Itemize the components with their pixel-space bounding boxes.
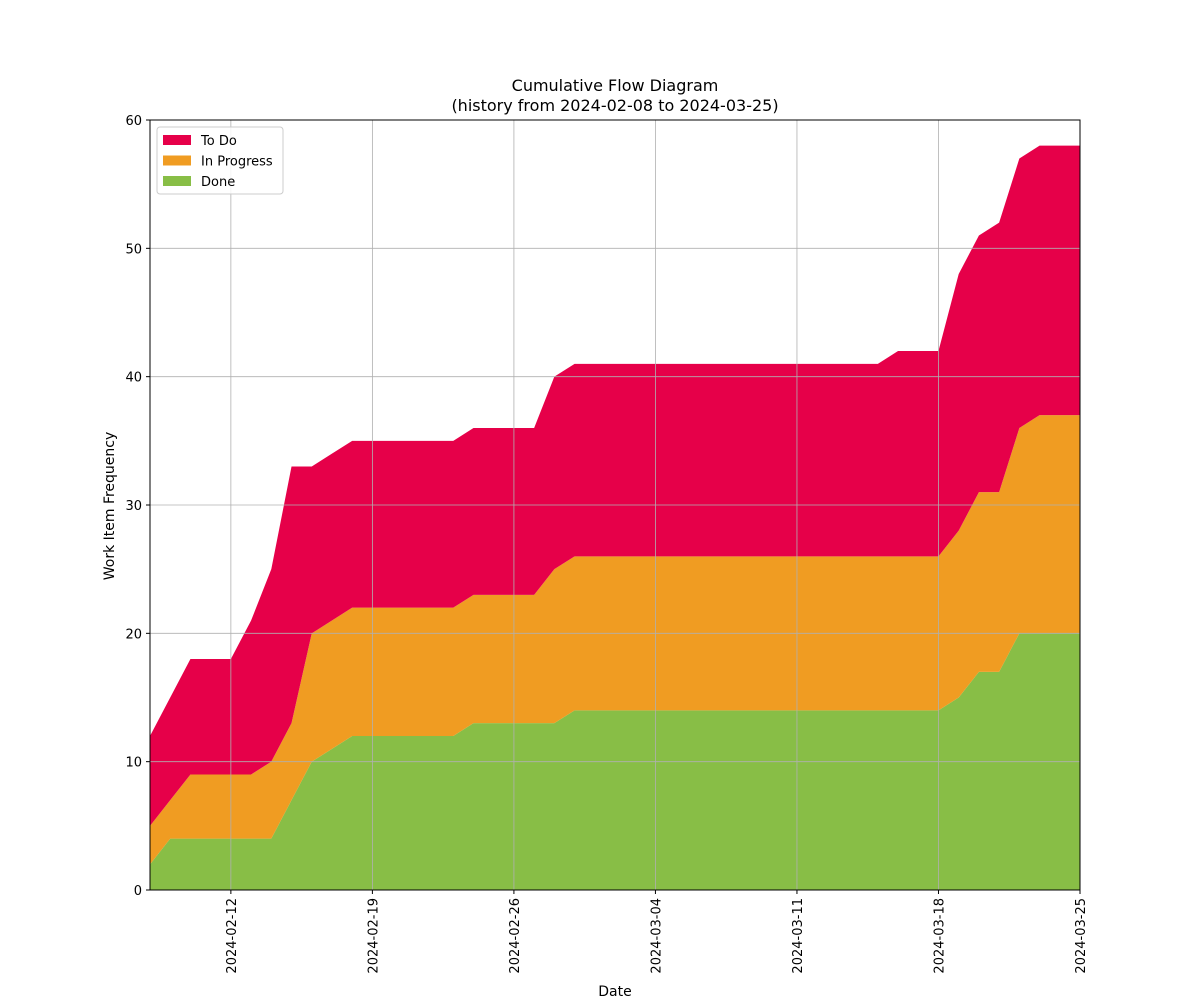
y-tick-label: 60 xyxy=(125,114,142,129)
legend-label-in-progress: In Progress xyxy=(201,155,273,170)
axes-layer: 0 10 20 30 40 50 60 2024-02-12 2024-02-19 2024-02… xyxy=(125,114,1089,974)
area-to-do xyxy=(150,145,1080,826)
y-tick-label: 20 xyxy=(125,627,142,642)
x-tick-label: 2024-03-18 xyxy=(932,898,947,974)
y-tick-label: 0 xyxy=(134,884,142,899)
y-tick-label: 50 xyxy=(125,242,142,257)
legend-label-to-do: To Do xyxy=(200,134,237,149)
x-axis-label: Date xyxy=(598,984,631,1000)
x-tick-label: 2024-02-19 xyxy=(366,898,381,974)
legend: To Do In Progress Done xyxy=(156,126,284,195)
area-in-progress xyxy=(150,415,1080,865)
y-axis-label: Work Item Frequency xyxy=(102,432,118,581)
chart-subtitle: (history from 2024-02-08 to 2024-03-25) xyxy=(451,96,778,115)
x-tick-label: 2024-03-04 xyxy=(649,898,664,974)
chart-title: Cumulative Flow Diagram xyxy=(512,76,719,95)
x-tick-label: 2024-03-25 xyxy=(1074,898,1089,974)
y-tick-label: 40 xyxy=(125,371,142,386)
x-tick-label: 2024-02-26 xyxy=(508,898,523,974)
legend-swatch-in-progress xyxy=(163,155,191,166)
x-tick-label: 2024-02-12 xyxy=(225,898,240,974)
legend-label-done: Done xyxy=(201,175,235,190)
legend-swatch-to-do xyxy=(163,135,191,145)
y-tick-label: 10 xyxy=(125,756,142,771)
y-tick-label: 30 xyxy=(125,499,142,514)
legend-swatch-done xyxy=(163,176,191,186)
x-tick-label: 2024-03-11 xyxy=(791,898,806,974)
